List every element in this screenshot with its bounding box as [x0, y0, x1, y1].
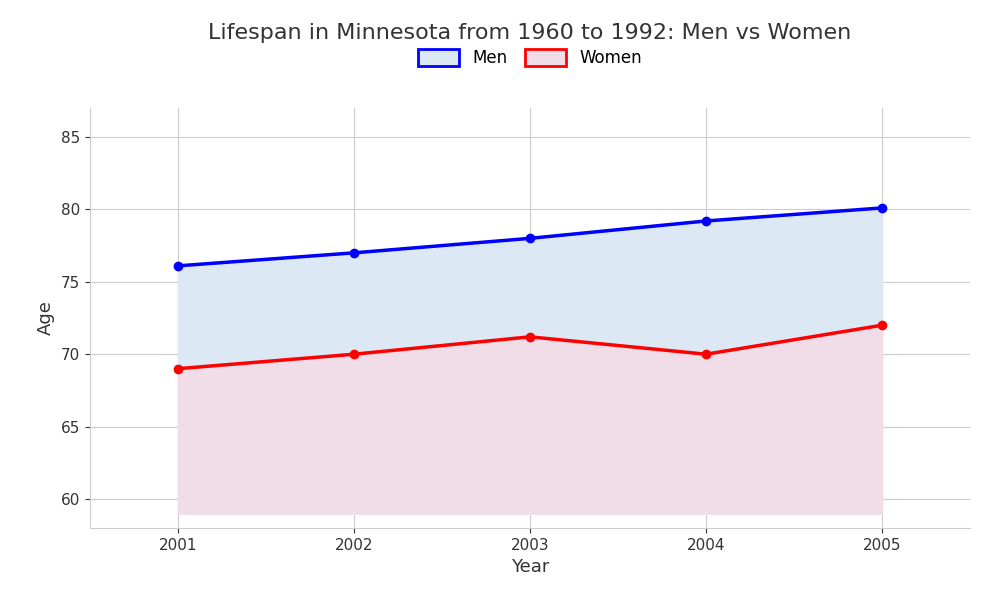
Y-axis label: Age: Age: [37, 301, 55, 335]
Title: Lifespan in Minnesota from 1960 to 1992: Men vs Women: Lifespan in Minnesota from 1960 to 1992:…: [208, 23, 852, 43]
X-axis label: Year: Year: [511, 558, 549, 576]
Legend: Men, Women: Men, Women: [409, 41, 651, 76]
